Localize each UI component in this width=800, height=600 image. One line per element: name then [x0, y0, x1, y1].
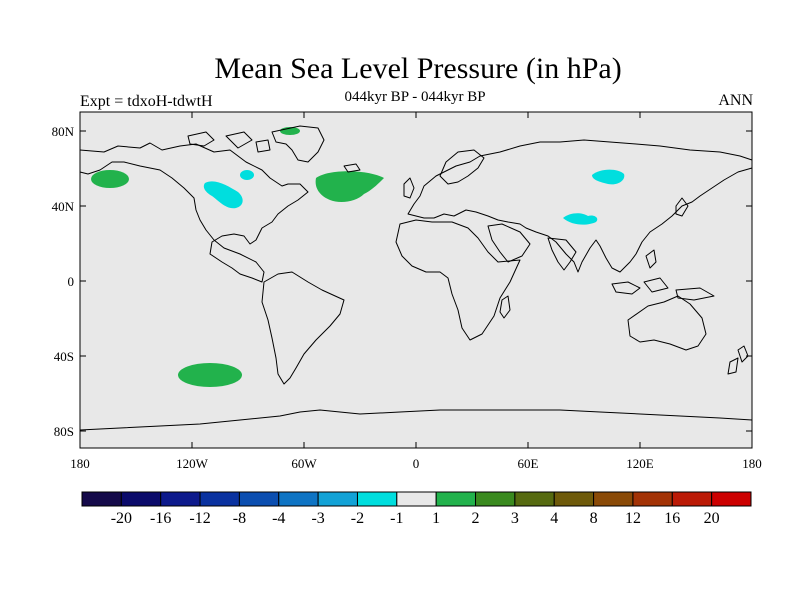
coast-great-britain [403, 177, 415, 199]
lon-label-180e: 180 [742, 456, 762, 471]
colorbar-label: -3 [311, 510, 324, 527]
anomaly-hudson-bay [240, 170, 254, 180]
coast-iceland [343, 163, 361, 173]
chart-subtitle: 044kyr BP - 044kyr BP [344, 89, 486, 105]
colorbar-label: -1 [390, 510, 403, 527]
colorbar-label: 8 [590, 510, 598, 527]
coast-north-america [79, 142, 309, 283]
longitude-axis: 180 120W 60W 0 60E 120E 180 [70, 112, 762, 471]
chart-title: Mean Sea Level Pressure (in hPa) [214, 52, 622, 85]
lat-label-80s: 80S [54, 424, 74, 439]
colorbar-box [632, 491, 673, 507]
colorbar-box [593, 491, 634, 507]
colorbar-label: -8 [233, 510, 246, 527]
coastlines [79, 125, 753, 431]
latitude-axis: 80N 40N 0 40S 80S [52, 124, 752, 439]
coast-greenland [271, 125, 325, 163]
anomaly-tibet [563, 213, 598, 225]
period-label: ANN [718, 92, 753, 109]
coast-australia [627, 295, 707, 351]
colorbar-label: 2 [472, 510, 480, 527]
anomaly-south-pacific [178, 363, 242, 387]
lon-label-0: 0 [413, 456, 420, 471]
anomaly-north-pacific [91, 170, 129, 188]
lat-label-0: 0 [68, 274, 75, 289]
coast-southeast-asia [611, 249, 715, 301]
colorbar-label: -4 [272, 510, 285, 527]
colorbar-box [711, 491, 752, 507]
colorbar-box [435, 491, 477, 507]
colorbar-label: 1 [432, 510, 440, 527]
coast-south-america [261, 271, 345, 385]
coast-scandinavia [439, 149, 485, 185]
colorbar-label: -2 [351, 510, 364, 527]
colorbar-box [199, 491, 240, 507]
colorbar-label: 16 [664, 510, 680, 527]
colorbar-label: 12 [625, 510, 641, 527]
colorbar-box [475, 491, 516, 507]
colorbar [81, 491, 752, 507]
colorbar-box [278, 491, 319, 507]
colorbar-box [396, 491, 437, 507]
colorbar-box [238, 491, 280, 507]
colorbar-box [317, 491, 358, 507]
lat-label-40n: 40N [52, 199, 75, 214]
lon-label-180w: 180 [70, 456, 90, 471]
lat-label-40s: 40S [54, 349, 74, 364]
colorbar-label: -12 [189, 510, 210, 527]
colorbar-box [160, 491, 201, 507]
anomaly-western-north-america [203, 181, 243, 209]
anomaly-patches [91, 127, 625, 387]
lon-label-60e: 60E [518, 456, 539, 471]
colorbar-label: -20 [111, 510, 132, 527]
colorbar-box [553, 491, 595, 507]
coast-antarctica [79, 409, 753, 431]
map-background [80, 112, 752, 448]
lon-label-120w: 120W [176, 456, 209, 471]
anomaly-mongolia [592, 169, 625, 185]
coast-arctic-islands [187, 131, 271, 153]
colorbar-box [356, 491, 398, 507]
coast-japan [675, 197, 689, 217]
colorbar-box [120, 491, 162, 507]
coast-africa [395, 219, 521, 341]
lat-label-80n: 80N [52, 124, 75, 139]
colorbar-labels: -20 -16 -12 -8 -4 -3 -2 -1 1 2 3 4 8 12 16 20 [111, 510, 720, 527]
coast-india [547, 237, 577, 271]
colorbar-box [81, 491, 122, 507]
colorbar-label: 4 [550, 510, 558, 527]
lon-label-120e: 120E [626, 456, 654, 471]
anomaly-north-atlantic [315, 171, 384, 202]
colorbar-label: 20 [704, 510, 720, 527]
colorbar-label: -16 [150, 510, 171, 527]
experiment-label: Expt = tdxoH-tdwtH [80, 93, 213, 110]
colorbar-box [671, 491, 713, 507]
lon-label-60w: 60W [291, 456, 317, 471]
colorbar-box [514, 491, 555, 507]
coast-arabia [487, 223, 531, 263]
coast-eurasia [407, 139, 753, 273]
coast-madagascar [499, 295, 511, 319]
colorbar-label: 3 [511, 510, 519, 527]
